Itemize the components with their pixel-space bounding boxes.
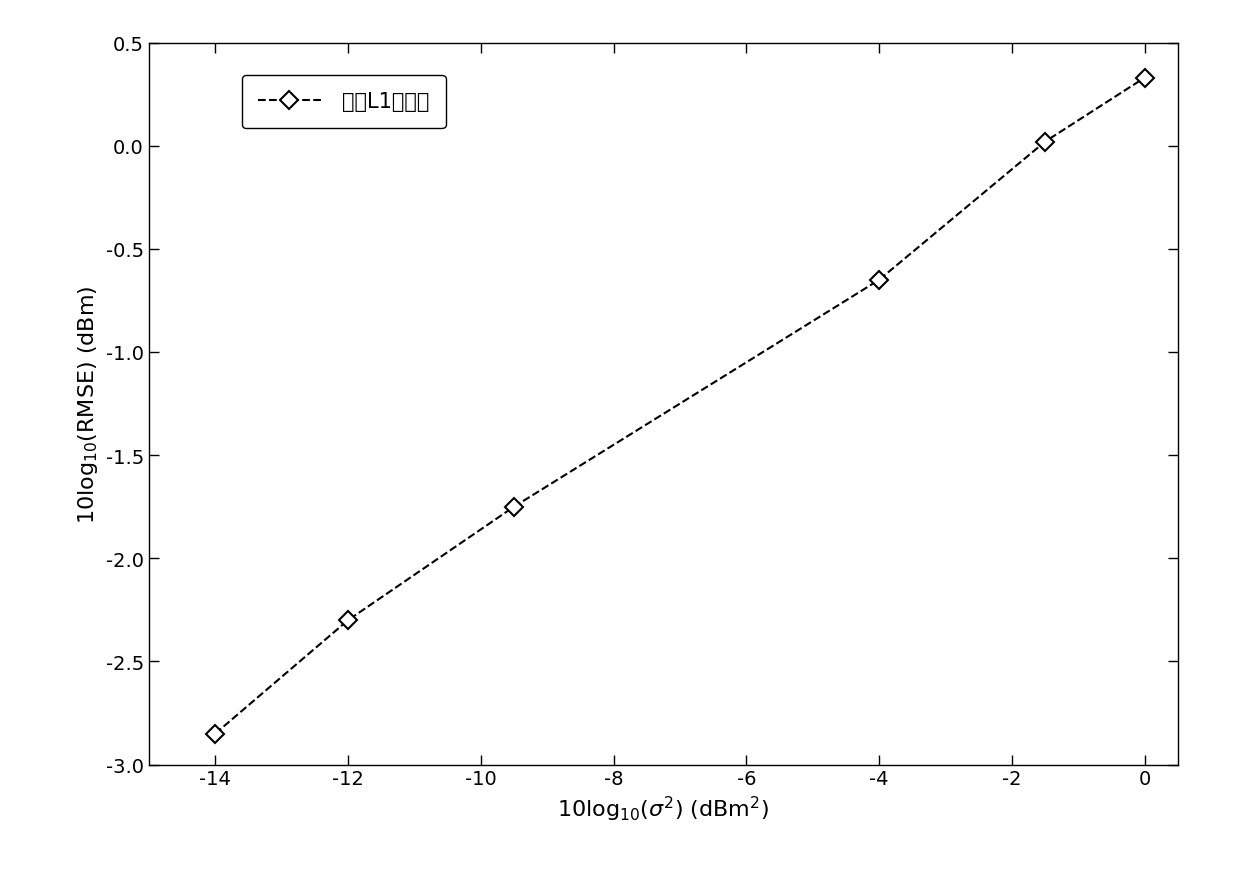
X-axis label: 10log$_{10}$($\sigma^2$) (dBm$^2$): 10log$_{10}$($\sigma^2$) (dBm$^2$) [557, 794, 770, 823]
约束L1范数法 [341, 615, 356, 626]
Legend: 约束L1范数法: 约束L1范数法 [242, 76, 445, 129]
约束L1范数法 [872, 275, 887, 286]
Line: 约束L1范数法: 约束L1范数法 [210, 72, 1151, 740]
约束L1范数法 [208, 728, 223, 739]
约束L1范数法 [1038, 137, 1053, 148]
约束L1范数法 [507, 502, 522, 513]
约束L1范数法 [1137, 73, 1152, 83]
Y-axis label: 10log$_{10}$(RMSE) (dBm): 10log$_{10}$(RMSE) (dBm) [76, 285, 100, 523]
